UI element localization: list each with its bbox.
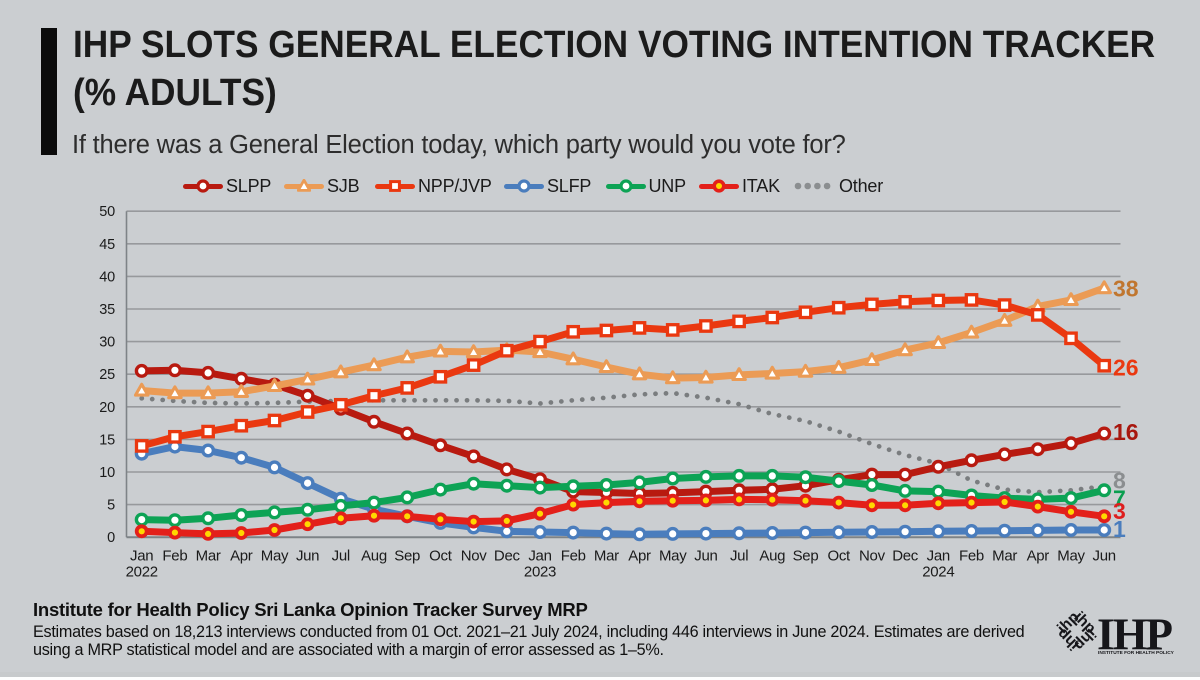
svg-text:Feb: Feb xyxy=(959,548,984,565)
svg-text:Oct: Oct xyxy=(429,548,453,565)
svg-text:Nov: Nov xyxy=(461,548,488,565)
svg-text:Dec: Dec xyxy=(892,548,919,565)
svg-text:Apr: Apr xyxy=(230,548,253,565)
svg-text:INSTITUTE FOR HEALTH POLICY: INSTITUTE FOR HEALTH POLICY xyxy=(1098,650,1175,656)
svg-text:Jun: Jun xyxy=(296,548,319,565)
svg-text:Nov: Nov xyxy=(859,548,886,565)
svg-text:Jun: Jun xyxy=(694,548,717,565)
svg-text:38: 38 xyxy=(1113,276,1139,302)
svg-text:Mar: Mar xyxy=(196,548,221,565)
svg-text:2022: 2022 xyxy=(126,564,158,581)
svg-text:26: 26 xyxy=(1113,355,1139,381)
svg-text:May: May xyxy=(659,548,687,565)
svg-text:May: May xyxy=(261,548,289,565)
svg-text:Mar: Mar xyxy=(992,548,1017,565)
svg-text:20: 20 xyxy=(99,400,115,416)
svg-text:2023: 2023 xyxy=(524,564,556,581)
svg-text:5: 5 xyxy=(107,498,115,514)
svg-text:Sep: Sep xyxy=(793,548,819,565)
svg-text:50: 50 xyxy=(99,204,115,220)
svg-text:3: 3 xyxy=(1113,498,1126,524)
svg-text:Jun: Jun xyxy=(1093,548,1116,565)
svg-text:Feb: Feb xyxy=(162,548,187,565)
svg-text:Sep: Sep xyxy=(394,548,420,565)
svg-text:30: 30 xyxy=(99,335,115,351)
svg-text:Feb: Feb xyxy=(561,548,586,565)
svg-text:15: 15 xyxy=(99,432,115,448)
svg-text:Mar: Mar xyxy=(594,548,619,565)
svg-text:Jan: Jan xyxy=(130,548,153,565)
svg-text:10: 10 xyxy=(99,465,115,481)
svg-text:16: 16 xyxy=(1113,419,1139,445)
svg-text:8: 8 xyxy=(1113,468,1126,494)
svg-text:0: 0 xyxy=(107,530,115,546)
svg-text:45: 45 xyxy=(99,237,115,253)
svg-text:Apr: Apr xyxy=(1027,548,1050,565)
svg-text:2024: 2024 xyxy=(922,564,954,581)
svg-text:Jul: Jul xyxy=(730,548,748,565)
svg-text:35: 35 xyxy=(99,302,115,318)
svg-text:Jul: Jul xyxy=(332,548,350,565)
svg-text:Dec: Dec xyxy=(494,548,521,565)
svg-text:IHP: IHP xyxy=(1097,610,1173,660)
svg-text:Apr: Apr xyxy=(628,548,651,565)
svg-text:7: 7 xyxy=(1113,486,1126,512)
svg-text:Oct: Oct xyxy=(827,548,851,565)
svg-text:Aug: Aug xyxy=(361,548,387,565)
svg-text:Jan: Jan xyxy=(927,548,950,565)
svg-text:May: May xyxy=(1057,548,1085,565)
svg-text:40: 40 xyxy=(99,269,115,285)
svg-text:Aug: Aug xyxy=(759,548,785,565)
svg-text:25: 25 xyxy=(99,367,115,383)
svg-text:1: 1 xyxy=(1113,516,1126,542)
svg-text:Jan: Jan xyxy=(528,548,551,565)
